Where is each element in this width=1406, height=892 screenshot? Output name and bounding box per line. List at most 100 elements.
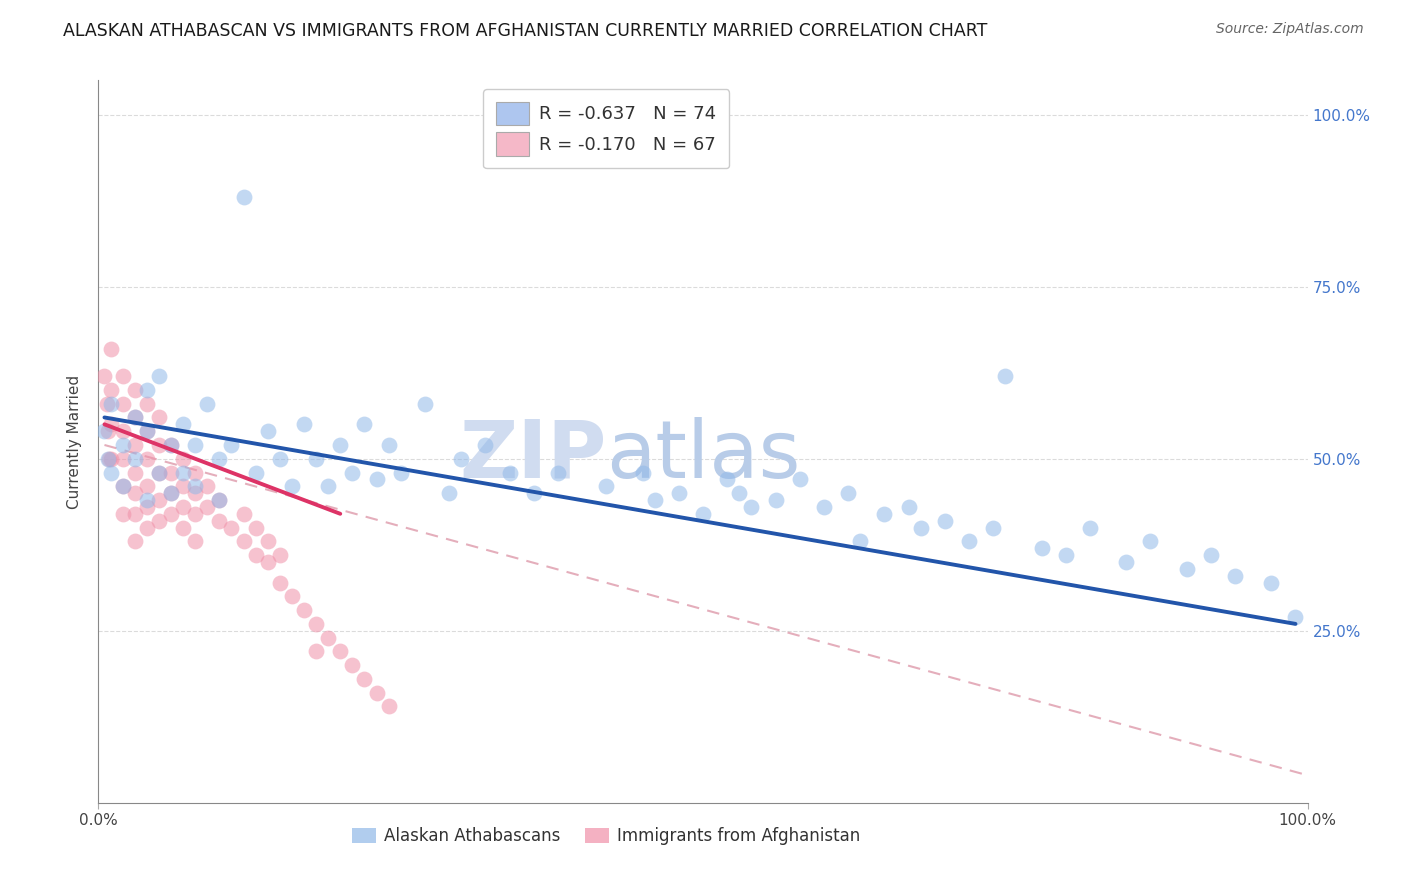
Point <box>523 486 546 500</box>
Point <box>631 466 654 480</box>
Text: ZIP: ZIP <box>458 417 606 495</box>
Point <box>498 466 520 480</box>
Point <box>1139 534 1161 549</box>
Point <box>172 451 194 466</box>
Point <box>111 397 134 411</box>
Point <box>377 438 399 452</box>
Point <box>281 590 304 604</box>
Point <box>1115 555 1137 569</box>
Point <box>1054 548 1077 562</box>
Point <box>184 507 207 521</box>
Point <box>184 534 207 549</box>
Point <box>184 479 207 493</box>
Point <box>98 451 121 466</box>
Point <box>305 616 328 631</box>
Point <box>934 514 956 528</box>
Point <box>221 438 243 452</box>
Point <box>1223 568 1246 582</box>
Point <box>160 466 183 480</box>
Point <box>100 342 122 356</box>
Point <box>269 451 291 466</box>
Point <box>232 507 254 521</box>
Point <box>728 486 751 500</box>
Point <box>1199 548 1222 562</box>
Y-axis label: Currently Married: Currently Married <box>67 375 83 508</box>
Point <box>837 486 859 500</box>
Point <box>160 486 183 500</box>
Point <box>1175 562 1198 576</box>
Point <box>124 486 146 500</box>
Point <box>111 438 134 452</box>
Point <box>148 514 170 528</box>
Point <box>366 472 388 486</box>
Point <box>305 644 328 658</box>
Point <box>692 507 714 521</box>
Point <box>245 520 267 534</box>
Point <box>160 507 183 521</box>
Point <box>256 555 278 569</box>
Point <box>208 514 231 528</box>
Point <box>329 644 352 658</box>
Point <box>450 451 472 466</box>
Point <box>668 486 690 500</box>
Point <box>765 493 787 508</box>
Text: atlas: atlas <box>606 417 800 495</box>
Point <box>342 466 364 480</box>
Point <box>135 493 157 508</box>
Point <box>148 369 170 384</box>
Point <box>100 417 122 432</box>
Point <box>124 438 146 452</box>
Point <box>111 451 134 466</box>
Point <box>124 466 146 480</box>
Point <box>981 520 1004 534</box>
Point <box>208 493 231 508</box>
Point <box>437 486 460 500</box>
Point <box>245 466 267 480</box>
Point <box>256 534 278 549</box>
Point <box>124 383 146 397</box>
Point <box>160 486 183 500</box>
Point <box>93 369 115 384</box>
Point <box>897 500 920 514</box>
Point <box>135 479 157 493</box>
Point <box>135 520 157 534</box>
Point <box>195 397 218 411</box>
Point <box>148 466 170 480</box>
Point <box>93 424 115 438</box>
Point <box>135 500 157 514</box>
Point <box>184 438 207 452</box>
Point <box>232 534 254 549</box>
Point <box>124 410 146 425</box>
Point <box>135 397 157 411</box>
Point <box>111 369 134 384</box>
Point <box>172 417 194 432</box>
Point <box>269 548 291 562</box>
Point <box>135 424 157 438</box>
Point <box>813 500 835 514</box>
Point <box>160 438 183 452</box>
Point <box>100 397 122 411</box>
Point <box>316 479 339 493</box>
Point <box>281 479 304 493</box>
Legend: Alaskan Athabascans, Immigrants from Afghanistan: Alaskan Athabascans, Immigrants from Afg… <box>353 827 860 845</box>
Point <box>111 479 134 493</box>
Point <box>547 466 569 480</box>
Point <box>305 451 328 466</box>
Point <box>135 383 157 397</box>
Point <box>208 493 231 508</box>
Point <box>910 520 932 534</box>
Point <box>111 479 134 493</box>
Point <box>329 438 352 452</box>
Point <box>353 672 375 686</box>
Point <box>184 466 207 480</box>
Point <box>172 500 194 514</box>
Point <box>849 534 872 549</box>
Point <box>148 438 170 452</box>
Point <box>644 493 666 508</box>
Point <box>389 466 412 480</box>
Point <box>111 507 134 521</box>
Point <box>195 479 218 493</box>
Point <box>97 424 120 438</box>
Point <box>873 507 896 521</box>
Point <box>1260 575 1282 590</box>
